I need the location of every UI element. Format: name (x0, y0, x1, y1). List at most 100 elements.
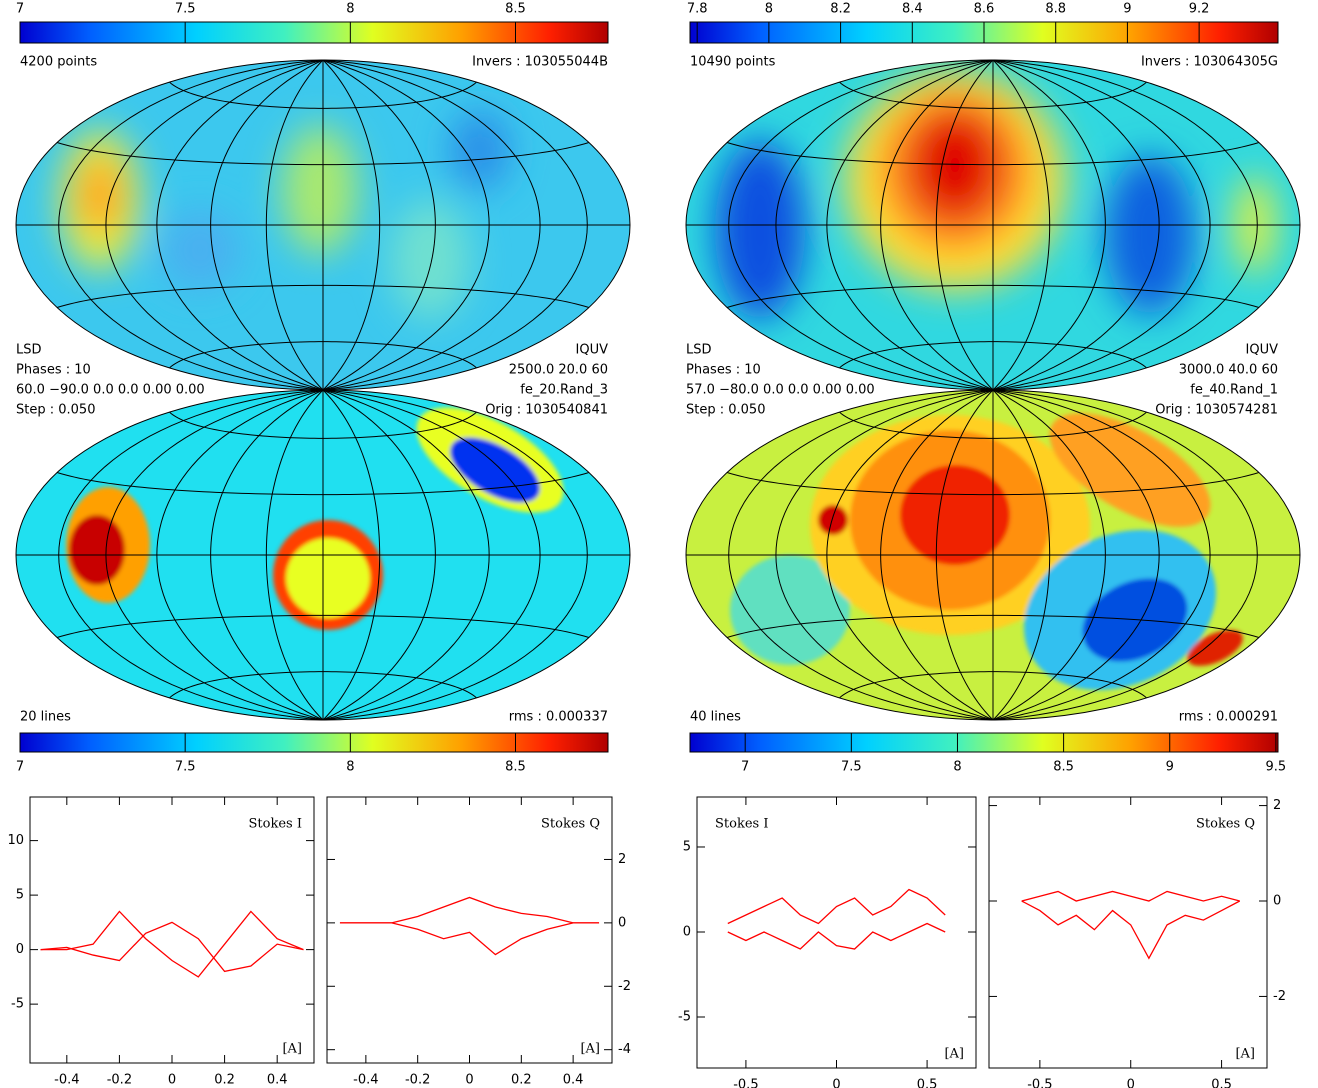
colorbar-tick-label: 8.5 (1053, 760, 1074, 775)
colorbar (19, 732, 609, 753)
map-annotation: LSD (16, 343, 42, 358)
x-tick-label: -0.2 (405, 1073, 430, 1088)
colorbar-tick-label: 9 (1123, 2, 1131, 17)
map-border (15, 389, 631, 721)
map-footer: 20 lines (20, 710, 71, 725)
map-annotation: fe_20.Rand_3 (520, 383, 608, 398)
map-annotation: 4200 points (20, 55, 97, 70)
map-footer: 40 lines (690, 710, 741, 725)
map-annotation: Step : 0.050 (686, 403, 765, 418)
x-tick-label: -0.4 (54, 1073, 79, 1088)
profile-line (727, 888, 946, 925)
y-tick-label: -5 (678, 1009, 691, 1024)
x-axis-label: [A] (282, 1042, 302, 1057)
colorbar-tick-label: 7 (16, 760, 24, 775)
colorbar-tick-label: 8.6 (974, 2, 995, 17)
x-tick-label: -0.2 (107, 1073, 132, 1088)
plot-title: Stokes I (249, 817, 302, 832)
graticule (56, 614, 590, 638)
x-tick-label: -0.4 (353, 1073, 378, 1088)
graticule (839, 671, 1147, 699)
map-annotation: IQUV (1246, 343, 1279, 358)
colorbar-tick-label: 8.2 (830, 2, 851, 17)
graticule (56, 472, 590, 496)
colorbar-tick-label: 7.5 (175, 760, 196, 775)
plot-frame (326, 796, 613, 1064)
profile-line (339, 896, 600, 924)
y-tick-label: 0 (1273, 894, 1281, 909)
map-footer: rms : 0.000337 (509, 710, 608, 725)
x-axis-label: [A] (944, 1047, 964, 1062)
x-tick-label: 0.4 (267, 1073, 288, 1088)
graticule (726, 614, 1260, 638)
x-tick-label: 0.2 (214, 1073, 235, 1088)
graticule (839, 411, 1147, 439)
x-tick-label: 0 (465, 1073, 473, 1088)
y-tick-label: 0 (683, 924, 691, 939)
x-tick-label: 0.2 (511, 1073, 532, 1088)
map-annotation: Step : 0.050 (16, 403, 95, 418)
x-tick-label: 0 (832, 1078, 840, 1088)
colorbar-tick-label: 9 (1166, 760, 1174, 775)
map-annotation: Orig : 1030574281 (1155, 403, 1278, 418)
colorbar-tick-label: 9.5 (1266, 760, 1287, 775)
y-tick-label: -5 (11, 997, 24, 1012)
colorbar-tick-label: 8 (346, 760, 354, 775)
graticule (56, 284, 590, 308)
map-annotation: 3000.0 40.0 60 (1179, 363, 1278, 378)
colorbar-tick-label: 8.5 (505, 760, 526, 775)
map-annotation: LSD (686, 343, 712, 358)
plot-title: Stokes Q (1196, 817, 1255, 832)
y-tick-label: -4 (618, 1042, 631, 1057)
graticule (726, 142, 1260, 166)
y-tick-label: 0 (618, 915, 626, 930)
colorbar-tick-label: 8 (765, 2, 773, 17)
graticule (839, 81, 1147, 109)
x-tick-label: 0 (1127, 1078, 1135, 1088)
colorbar-tick-label: 8 (346, 2, 354, 17)
graticule (169, 411, 477, 439)
graticule (839, 341, 1147, 369)
plot-title: Stokes I (715, 817, 768, 832)
y-tick-label: 5 (16, 888, 24, 903)
plot-title: Stokes Q (541, 817, 600, 832)
x-tick-label: 0 (168, 1073, 176, 1088)
colorbar-tick-label: 8.4 (902, 2, 923, 17)
map-annotation: IQUV (576, 343, 609, 358)
graticule (726, 284, 1260, 308)
graticule (56, 142, 590, 166)
colorbar (689, 732, 1279, 753)
y-tick-label: 5 (683, 839, 691, 854)
y-tick-label: 2 (1273, 798, 1281, 813)
plot-frame (988, 796, 1268, 1069)
x-tick-label: -0.5 (1027, 1078, 1052, 1088)
map-annotation: Invers : 103064305G (1141, 55, 1278, 70)
map-annotation: fe_40.Rand_1 (1190, 383, 1278, 398)
map-border (685, 389, 1301, 721)
map-annotation: Phases : 10 (16, 363, 91, 378)
map-annotation: 2500.0 20.0 60 (509, 363, 608, 378)
colorbar-tick-label: 8 (953, 760, 961, 775)
x-axis-label: [A] (580, 1042, 600, 1057)
colorbar-tick-label: 7.8 (687, 2, 708, 17)
profile-line (40, 921, 304, 973)
map-annotation: Orig : 1030540841 (485, 403, 608, 418)
colorbar-tick-label: 9.2 (1189, 2, 1210, 17)
plot-frame (29, 796, 315, 1064)
profile-line (727, 922, 946, 950)
colorbar-tick-label: 7.5 (841, 760, 862, 775)
colorbar (19, 21, 609, 44)
y-tick-label: -2 (618, 979, 631, 994)
profile-line (40, 910, 304, 978)
profile-line (1021, 900, 1241, 960)
y-tick-label: 0 (16, 942, 24, 957)
graticule (169, 341, 477, 369)
graticule (726, 472, 1260, 496)
map-annotation: 60.0 −90.0 0.0 0.0 0.00 0.00 (16, 383, 205, 398)
y-tick-label: 10 (7, 833, 24, 848)
map-footer: rms : 0.000291 (1179, 710, 1278, 725)
x-axis-label: [A] (1235, 1047, 1255, 1062)
map-annotation: 57.0 −80.0 0.0 0.0 0.00 0.00 (686, 383, 875, 398)
profile-line (1021, 890, 1240, 902)
x-tick-label: 0.4 (563, 1073, 584, 1088)
